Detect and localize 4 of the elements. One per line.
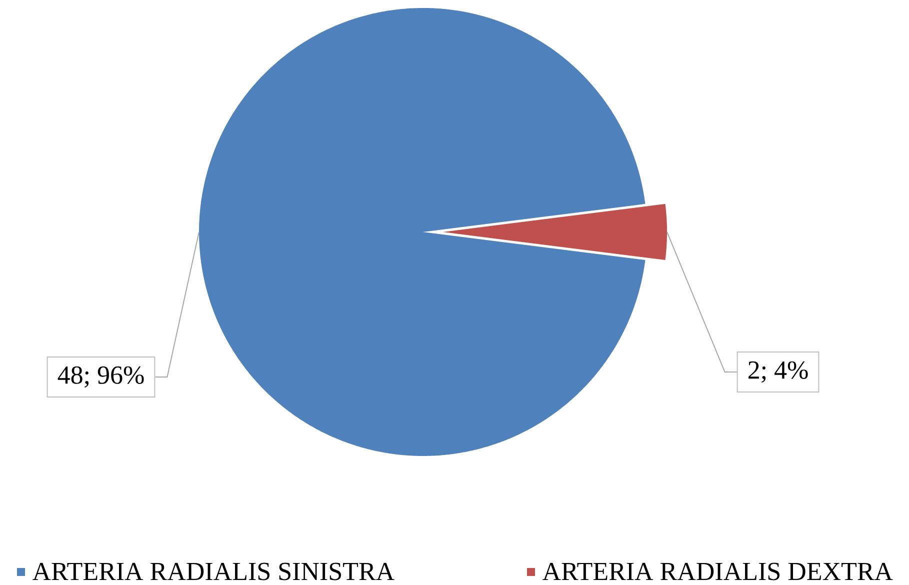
- data-label: 2; 4%: [748, 361, 808, 383]
- legend-label: ARTERIA RADIALIS SINISTRA: [32, 562, 394, 580]
- data-label: 48; 96%: [58, 366, 144, 388]
- legend-label: ARTERIA RADIALIS DEXTRA: [542, 562, 893, 580]
